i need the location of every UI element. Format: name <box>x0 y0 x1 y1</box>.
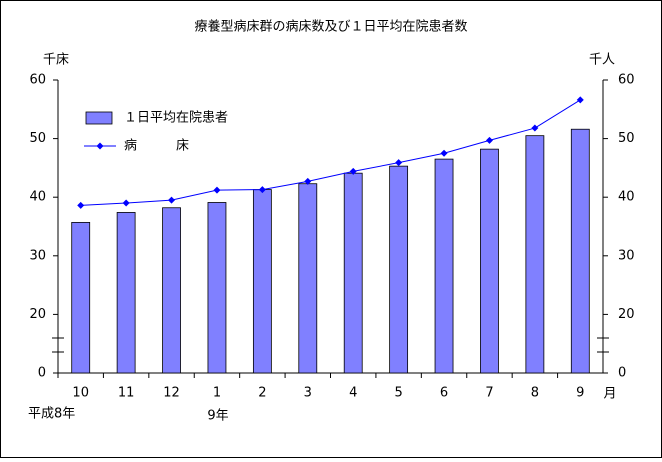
x-tick-label: 3 <box>304 386 312 401</box>
year-label: 9年 <box>207 409 228 424</box>
y2-tick-label: 20 <box>618 307 635 322</box>
year-label: 平成8年 <box>28 407 75 422</box>
y-tick-label: 40 <box>29 190 46 205</box>
marker <box>304 177 312 185</box>
x-unit: 月 <box>603 387 616 402</box>
bar <box>389 165 409 374</box>
y2-tick-label: 50 <box>618 131 635 146</box>
bar <box>207 202 227 374</box>
marker <box>531 124 539 132</box>
marker <box>349 167 357 175</box>
x-tick-label: 5 <box>394 386 402 401</box>
line <box>80 99 581 206</box>
y-tick-label: 0 <box>38 366 46 381</box>
bar <box>298 183 318 374</box>
bar <box>252 189 272 374</box>
y-tick-label: 50 <box>29 131 46 146</box>
marker <box>213 186 221 194</box>
y2-axis-label: 千人 <box>589 53 615 68</box>
y2-tick-label: 40 <box>618 190 635 205</box>
marker <box>440 149 448 157</box>
y-axis-label: 千床 <box>43 53 69 68</box>
bar <box>480 148 499 374</box>
y-tick-label: 20 <box>29 307 46 322</box>
marker <box>122 199 130 207</box>
marker <box>77 201 85 209</box>
chart-title: 療養型病床群の病床数及び１日平均在院患者数 <box>194 19 467 35</box>
legend-swatch <box>96 142 104 150</box>
x-tick-label: 9 <box>576 386 584 401</box>
x-tick-label: 6 <box>440 386 448 401</box>
legend-label: 病 床 <box>124 139 189 154</box>
x-tick-label: 4 <box>349 386 357 401</box>
x-tick-label: 10 <box>72 386 89 401</box>
marker <box>258 186 266 194</box>
legend-swatch <box>85 111 113 125</box>
bar <box>570 128 590 374</box>
y-tick-label: 30 <box>29 248 46 263</box>
bar <box>162 207 181 374</box>
bar <box>71 221 91 374</box>
y-tick-label: 60 <box>29 73 46 88</box>
x-tick-label: 12 <box>163 386 180 401</box>
x-tick-label: 7 <box>485 386 493 401</box>
marker <box>168 196 176 204</box>
x-tick-label: 2 <box>258 386 266 401</box>
x-tick-label: 8 <box>531 386 539 401</box>
bar <box>116 212 136 374</box>
x-tick-label: 11 <box>118 386 135 401</box>
y2-tick-label: 0 <box>618 366 626 381</box>
legend-label: １日平均在院患者 <box>124 111 228 126</box>
bar <box>525 135 545 374</box>
x-tick-label: 1 <box>213 386 221 401</box>
marker <box>576 96 584 104</box>
bar <box>343 172 363 374</box>
y2-tick-label: 60 <box>618 73 635 88</box>
marker <box>485 136 493 144</box>
y2-tick-label: 30 <box>618 248 635 263</box>
bar <box>434 158 454 374</box>
marker <box>395 159 403 167</box>
